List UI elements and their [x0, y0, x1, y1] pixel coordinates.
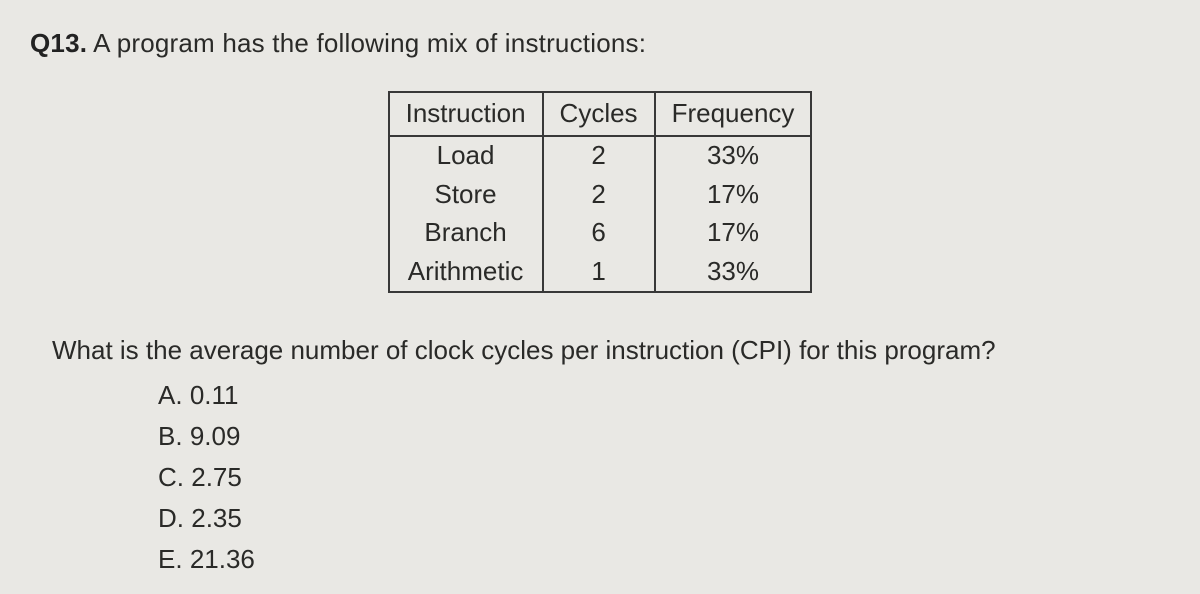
cell-cycles: 6 — [543, 214, 655, 252]
question-intro: A program has the following mix of instr… — [93, 28, 646, 58]
cell-cycles: 2 — [543, 136, 655, 175]
col-frequency: Frequency — [655, 92, 812, 136]
col-instruction: Instruction — [389, 92, 543, 136]
question-header: Q13. A program has the following mix of … — [30, 28, 1170, 59]
table-header-row: Instruction Cycles Frequency — [389, 92, 812, 136]
option-letter: E. — [158, 544, 183, 574]
instruction-table-wrap: Instruction Cycles Frequency Load 2 33% … — [30, 91, 1170, 293]
option-letter: C. — [158, 462, 184, 492]
col-cycles: Cycles — [543, 92, 655, 136]
option-text: 0.11 — [190, 380, 239, 410]
cell-instruction: Load — [389, 136, 543, 175]
option-d[interactable]: D. 2.35 — [158, 503, 1170, 534]
cell-frequency: 33% — [655, 253, 812, 292]
instruction-mix-table: Instruction Cycles Frequency Load 2 33% … — [388, 91, 813, 293]
option-letter: D. — [158, 503, 184, 533]
table-row: Load 2 33% — [389, 136, 812, 175]
table-row: Branch 6 17% — [389, 214, 812, 252]
answer-options: A. 0.11 B. 9.09 C. 2.75 D. 2.35 E. 21.36 — [158, 380, 1170, 575]
option-b[interactable]: B. 9.09 — [158, 421, 1170, 452]
table-row: Arithmetic 1 33% — [389, 253, 812, 292]
cell-cycles: 1 — [543, 253, 655, 292]
option-c[interactable]: C. 2.75 — [158, 462, 1170, 493]
cell-instruction: Arithmetic — [389, 253, 543, 292]
cell-instruction: Branch — [389, 214, 543, 252]
option-text: 9.09 — [190, 421, 241, 451]
option-letter: B. — [158, 421, 183, 451]
question-number: Q13. — [30, 28, 87, 58]
cell-instruction: Store — [389, 176, 543, 214]
question-page: Q13. A program has the following mix of … — [0, 0, 1200, 575]
option-text: 21.36 — [190, 544, 255, 574]
question-prompt: What is the average number of clock cycl… — [52, 335, 1170, 366]
cell-frequency: 33% — [655, 136, 812, 175]
option-letter: A. — [158, 380, 183, 410]
cell-frequency: 17% — [655, 214, 812, 252]
cell-frequency: 17% — [655, 176, 812, 214]
cell-cycles: 2 — [543, 176, 655, 214]
option-a[interactable]: A. 0.11 — [158, 380, 1170, 411]
option-e[interactable]: E. 21.36 — [158, 544, 1170, 575]
option-text: 2.75 — [191, 462, 242, 492]
option-text: 2.35 — [191, 503, 242, 533]
table-row: Store 2 17% — [389, 176, 812, 214]
